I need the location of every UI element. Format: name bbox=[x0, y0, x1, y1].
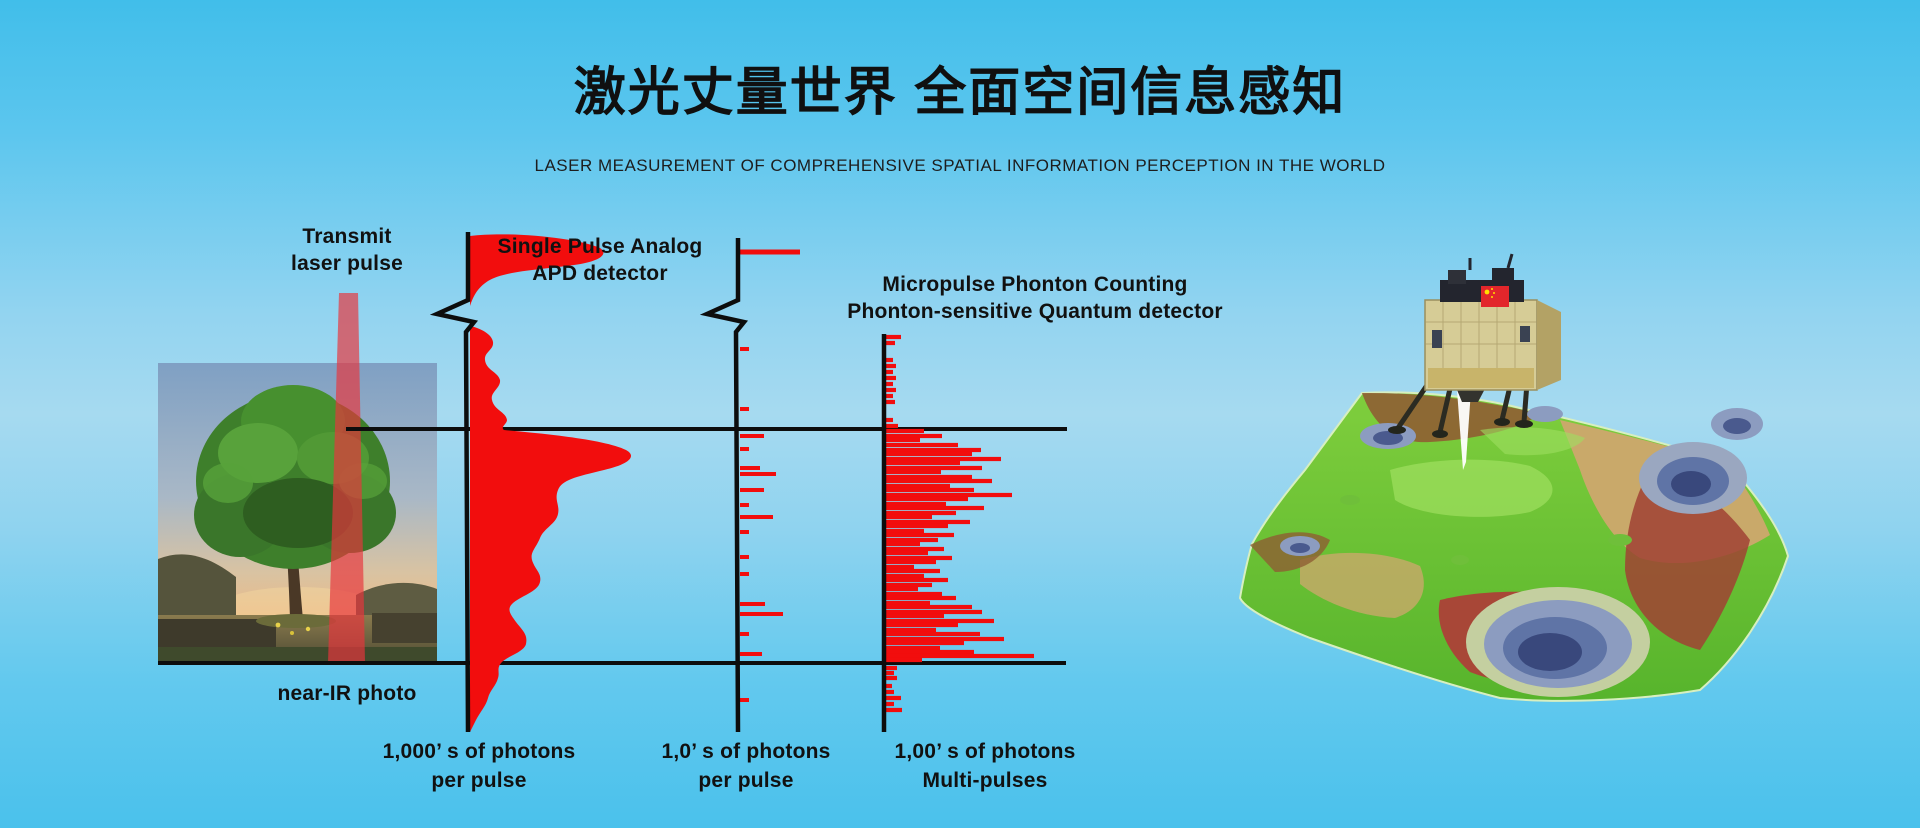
page-title: 激光丈量世界 全面空间信息感知 bbox=[573, 64, 1347, 122]
crater-large bbox=[1466, 587, 1650, 697]
tree-photo-image bbox=[158, 363, 437, 663]
china-flag bbox=[1481, 286, 1509, 307]
axis-col2 bbox=[699, 238, 749, 733]
lunar-lander bbox=[1388, 253, 1561, 438]
laser-beam-stripe bbox=[328, 293, 365, 663]
laser-beam-down bbox=[1457, 390, 1471, 470]
col3-return-bars bbox=[886, 334, 1034, 713]
col2-return-ticks bbox=[740, 347, 783, 702]
micropulse-histogram bbox=[881, 334, 1034, 732]
apd-analog-waveform bbox=[429, 232, 632, 733]
col2-transmit-pulse bbox=[740, 249, 800, 255]
photon-counting-single bbox=[699, 238, 800, 733]
tree-photo bbox=[158, 363, 437, 663]
crater-right bbox=[1639, 408, 1763, 514]
page-subtitle: LASER MEASUREMENT OF COMPREHENSIVE SPATI… bbox=[534, 156, 1386, 175]
axis-col1 bbox=[429, 232, 479, 733]
terrain-model bbox=[1238, 391, 1790, 702]
